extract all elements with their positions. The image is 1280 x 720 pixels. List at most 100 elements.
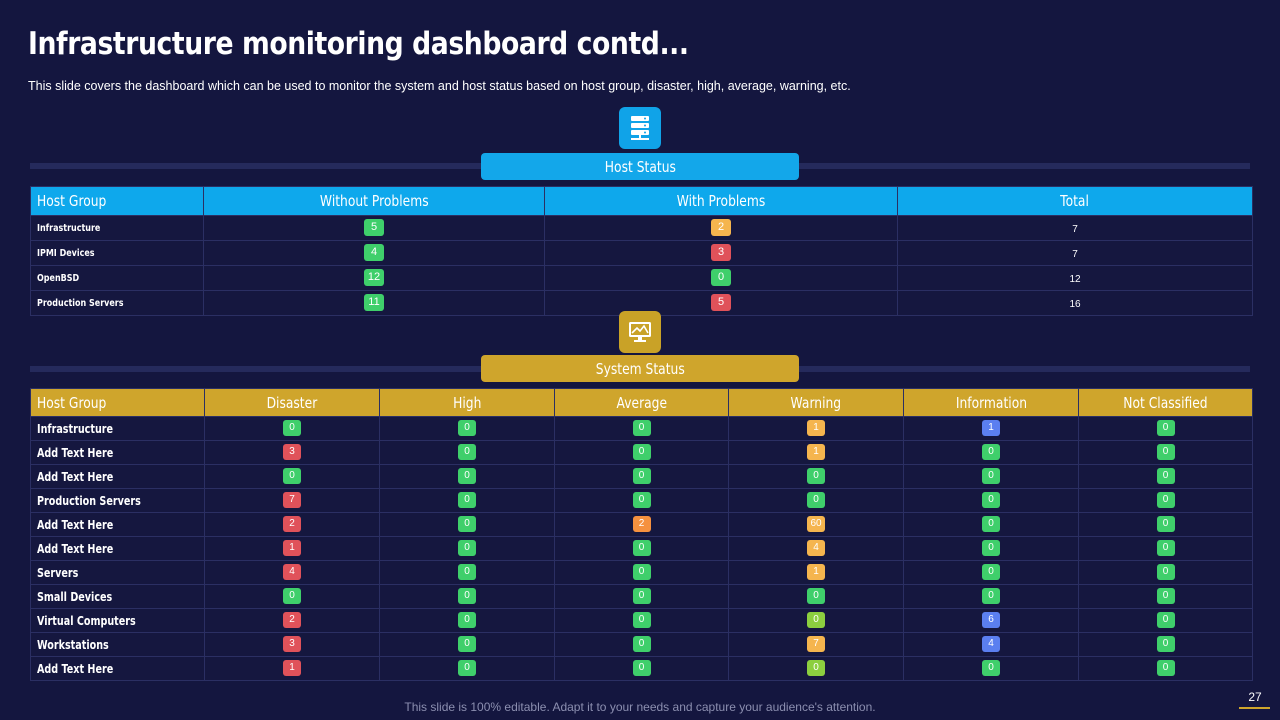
status-badge: 0: [458, 564, 476, 581]
status-badge: 1: [283, 540, 301, 557]
page-number: 27: [1248, 690, 1262, 704]
status-badge: 0: [807, 492, 825, 509]
server-icon: [619, 107, 661, 149]
table-cell: 2: [544, 215, 898, 241]
host-group-cell: Add Text Here: [30, 512, 205, 537]
status-badge: 5: [711, 294, 731, 312]
table-cell: 0: [379, 440, 555, 465]
table-cell: 2: [204, 512, 380, 537]
host-group-label: Infrastructure: [37, 421, 114, 436]
table-cell: 0: [1078, 488, 1253, 513]
status-badge: 2: [283, 612, 301, 629]
table-row: Production Servers 11 5 16: [30, 290, 1253, 316]
table-cell: 1: [728, 416, 904, 441]
table-cell: 0: [554, 656, 729, 681]
table-cell: 0: [554, 416, 729, 441]
status-badge: 5: [364, 219, 384, 237]
table-cell: 4: [203, 240, 545, 266]
host-group-label: Add Text Here: [37, 517, 114, 532]
table-cell: 11: [203, 290, 545, 316]
table-cell: 0: [728, 656, 904, 681]
table-cell: 0: [379, 608, 555, 633]
table-cell: 0: [554, 608, 729, 633]
table-cell: 2: [554, 512, 729, 537]
table-row: IPMI Devices 4 3 7: [30, 240, 1253, 266]
status-badge: 0: [1156, 612, 1175, 629]
table-cell: 1: [728, 440, 904, 465]
status-badge: 3: [283, 636, 301, 653]
table-row: Small Devices 0 0 0 0 0 0: [30, 584, 1253, 609]
table-cell: 0: [554, 440, 729, 465]
status-badge: 0: [807, 468, 825, 485]
status-badge: 0: [711, 269, 731, 287]
status-badge: 0: [1156, 444, 1175, 461]
table-row: Add Text Here 0 0 0 0 0 0: [30, 464, 1253, 489]
system-status-header-row: Host Group Disaster High Average Warning…: [30, 388, 1253, 417]
system-status-label: System Status: [595, 359, 685, 378]
column-header: Average: [554, 388, 729, 417]
table-cell: 0: [554, 488, 729, 513]
table-cell: 7: [897, 240, 1253, 266]
host-group-cell: Production Servers: [30, 488, 205, 513]
status-badge: 7: [807, 636, 825, 653]
host-group-label: Small Devices: [37, 589, 113, 604]
table-cell: 3: [544, 240, 898, 266]
host-group-label: Add Text Here: [37, 469, 114, 484]
system-status-header: System Status: [481, 355, 799, 382]
table-cell: 0: [379, 560, 555, 585]
total-value: 16: [1069, 299, 1081, 310]
table-cell: 0: [1078, 440, 1253, 465]
table-row: Add Text Here 1 0 0 4 0 0: [30, 536, 1253, 561]
status-badge: 3: [283, 444, 301, 461]
host-group-cell: Virtual Computers: [30, 608, 205, 633]
table-cell: 0: [903, 440, 1079, 465]
status-badge: 0: [807, 660, 825, 677]
table-row: Production Servers 7 0 0 0 0 0: [30, 488, 1253, 513]
status-badge: 0: [283, 420, 301, 437]
status-badge: 0: [1156, 492, 1175, 509]
host-status-table: Host Group Without Problems With Problem…: [30, 186, 1253, 316]
status-badge: 0: [982, 492, 1000, 509]
table-cell: 0: [1078, 416, 1253, 441]
table-cell: 16: [897, 290, 1253, 316]
total-value: 12: [1069, 274, 1081, 285]
host-status-header: Host Status: [481, 153, 799, 180]
table-cell: 0: [903, 536, 1079, 561]
table-cell: 0: [379, 416, 555, 441]
column-header: Host Group: [30, 186, 204, 216]
status-badge: 0: [1156, 636, 1175, 653]
table-cell: 0: [903, 560, 1079, 585]
monitor-icon: [619, 311, 661, 353]
status-badge: 11: [364, 294, 384, 312]
table-cell: 0: [903, 656, 1079, 681]
status-badge: 0: [1156, 540, 1175, 557]
status-badge: 0: [458, 444, 476, 461]
host-group-cell: Workstations: [30, 632, 205, 657]
table-cell: 7: [204, 488, 380, 513]
table-cell: 1: [204, 536, 380, 561]
host-group-label: Add Text Here: [37, 661, 114, 676]
table-cell: 0: [1078, 632, 1253, 657]
table-cell: 0: [204, 464, 380, 489]
table-cell: 4: [204, 560, 380, 585]
table-row: Add Text Here 2 0 2 60 0 0: [30, 512, 1253, 537]
table-row: OpenBSD 12 0 12: [30, 265, 1253, 291]
status-badge: 0: [632, 660, 651, 677]
status-badge: 0: [1156, 468, 1175, 485]
host-group-label: Add Text Here: [37, 541, 114, 556]
status-badge: 0: [632, 588, 651, 605]
status-badge: 12: [364, 269, 384, 287]
table-row: Workstations 3 0 0 7 4 0: [30, 632, 1253, 657]
table-row: Servers 4 0 0 1 0 0: [30, 560, 1253, 585]
status-badge: 0: [283, 468, 301, 485]
host-group-label: Servers: [37, 565, 79, 580]
table-cell: 6: [903, 608, 1079, 633]
host-group-cell: IPMI Devices: [30, 240, 204, 266]
table-cell: 2: [204, 608, 380, 633]
status-badge: 0: [632, 420, 651, 437]
column-header: High: [379, 388, 555, 417]
table-cell: 0: [728, 584, 904, 609]
table-cell: 1: [903, 416, 1079, 441]
table-cell: 0: [554, 584, 729, 609]
table-cell: 0: [1078, 656, 1253, 681]
